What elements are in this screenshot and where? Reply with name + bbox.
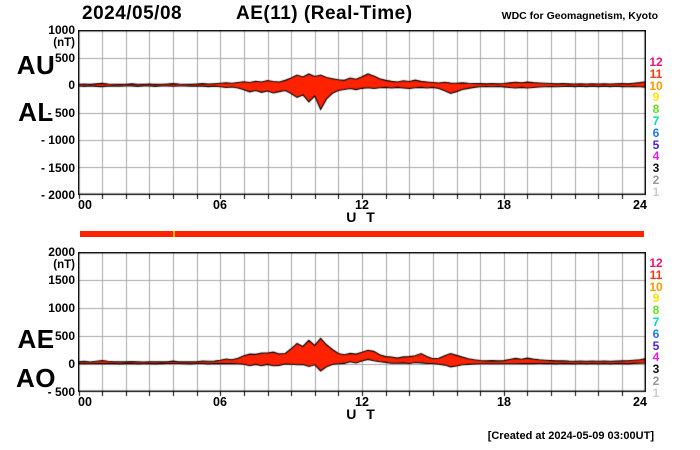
station-number: 5 <box>652 137 660 152</box>
station-number: 6 <box>652 326 660 341</box>
ao-axis-label: AO <box>16 363 56 393</box>
y-axis-unit: (nT) <box>53 259 75 271</box>
y-tick-label: - 1000 <box>40 133 75 147</box>
au-al-plot <box>78 30 646 200</box>
station-number: 10 <box>649 78 663 93</box>
x-tick-label: 18 <box>497 198 511 212</box>
x-tick-label: 24 <box>633 198 647 212</box>
al-axis-label: AL <box>18 97 54 127</box>
x-tick-label: 06 <box>213 395 227 409</box>
x-tick-label: 06 <box>213 198 227 212</box>
x-tick-label: 00 <box>78 198 92 212</box>
availability-marker <box>173 231 175 237</box>
ut-axis-label: U T <box>346 209 378 225</box>
station-number: 11 <box>649 66 663 81</box>
au-axis-label: AU <box>16 50 56 80</box>
station-number: 1 <box>652 184 660 199</box>
y-tick-label: 500 <box>54 50 75 65</box>
y-tick-label: - 500 <box>47 105 75 120</box>
x-tick-label: 12 <box>355 198 369 212</box>
station-number: 9 <box>652 291 660 306</box>
station-number: 7 <box>652 114 660 128</box>
y-tick-label: - 2000 <box>40 188 75 202</box>
y-tick-label: 2000 <box>48 245 75 259</box>
ae-axis-label: AE <box>17 324 55 354</box>
page-title: AE(11) (Real-Time) <box>236 3 413 24</box>
plot-date: 2024/05/08 <box>82 3 183 24</box>
station-number: 10 <box>649 279 663 294</box>
y-tick-label: 1000 <box>48 301 75 315</box>
y-tick-label: - 500 <box>47 385 75 399</box>
station-number: 12 <box>649 55 663 69</box>
station-number: 1 <box>652 385 660 400</box>
x-tick-label: 18 <box>497 395 511 409</box>
ae-ao-plot <box>78 252 646 397</box>
station-number: 2 <box>652 173 660 187</box>
y-tick-label: 0 <box>68 78 75 92</box>
station-number: 2 <box>652 374 660 388</box>
y-tick-label: 1000 <box>48 23 75 37</box>
x-tick-label: 00 <box>78 395 92 409</box>
station-number: 8 <box>652 303 660 318</box>
y-axis-unit: (nT) <box>53 37 75 49</box>
credit-label: WDC for Geomagnetism, Kyoto <box>501 10 658 22</box>
station-number: 7 <box>652 315 660 329</box>
y-tick-label: 1500 <box>48 273 75 287</box>
station-number: 11 <box>649 267 663 282</box>
created-timestamp: [Created at 2024-05-09 03:00UT] <box>487 430 654 442</box>
ut-axis-label: U T <box>346 406 378 422</box>
station-number: 6 <box>652 125 660 140</box>
availability-bar <box>80 231 644 237</box>
y-tick-label: 0 <box>68 357 75 371</box>
station-number: 5 <box>652 338 660 353</box>
station-number: 4 <box>652 149 660 164</box>
y-tick-label: - 1500 <box>40 160 75 175</box>
x-tick-label: 12 <box>355 395 369 409</box>
station-number: 12 <box>649 256 663 270</box>
station-number: 9 <box>652 90 660 105</box>
station-number: 4 <box>652 350 660 365</box>
station-number: 3 <box>652 161 660 176</box>
x-tick-label: 24 <box>633 395 647 409</box>
station-number: 8 <box>652 102 660 117</box>
y-tick-label: 500 <box>54 329 75 343</box>
station-number: 3 <box>652 362 660 377</box>
